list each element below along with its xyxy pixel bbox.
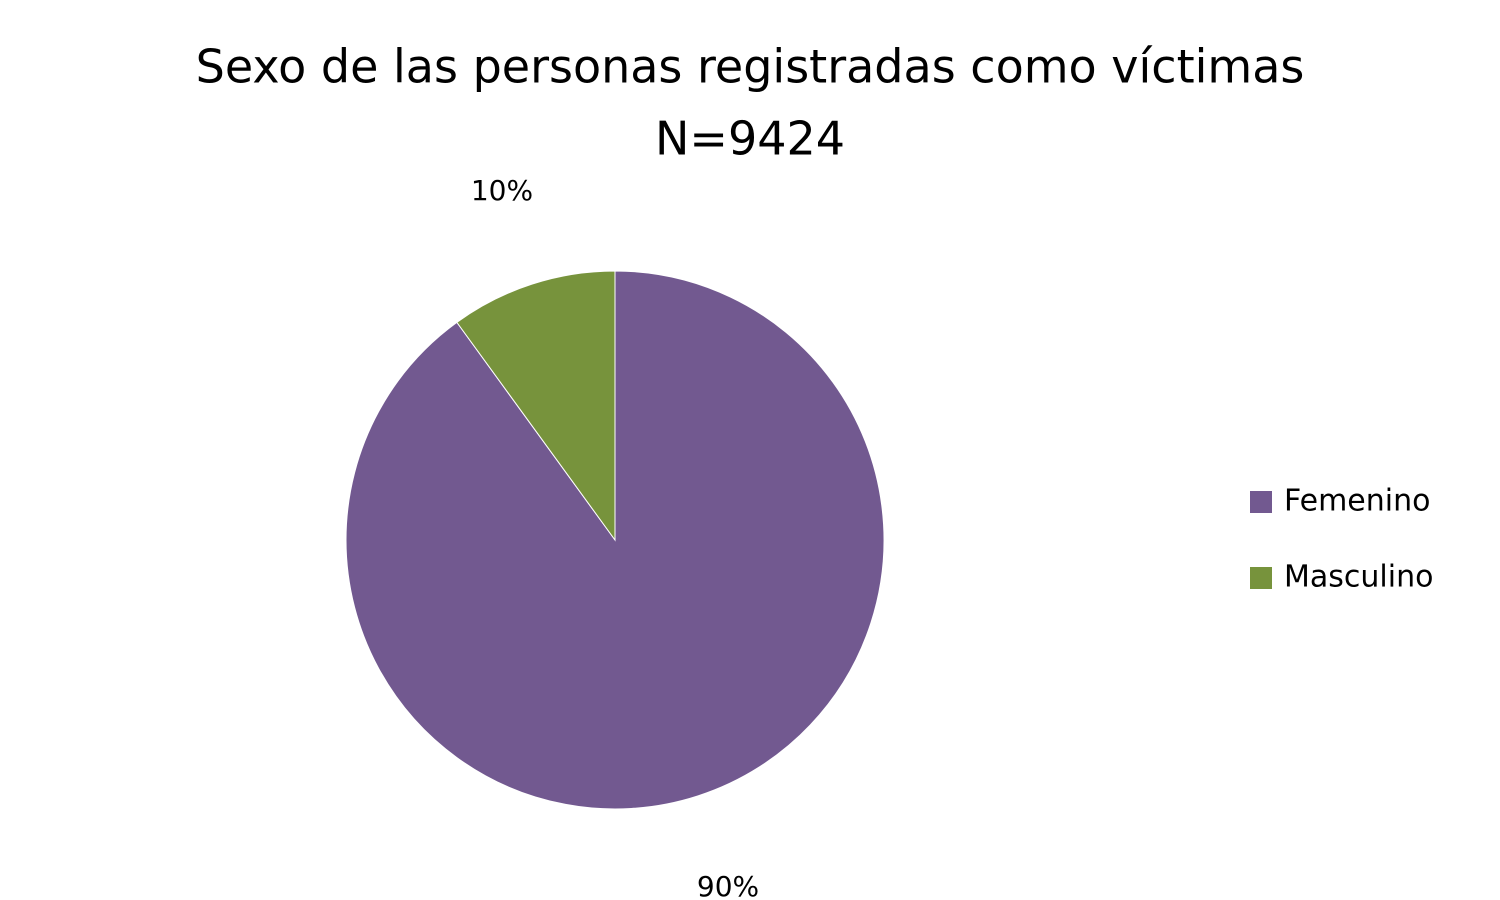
legend-swatch	[1250, 491, 1272, 513]
pie-slice	[456, 270, 616, 542]
data-label: 10%	[471, 174, 533, 207]
chart-title: Sexo de las personas registradas como ví…	[196, 40, 1305, 94]
data-label: 90%	[697, 870, 759, 900]
legend-label: Masculino	[1284, 560, 1433, 595]
chart-subtitle: N=9424	[655, 112, 845, 166]
legend-swatch	[1250, 567, 1272, 589]
legend-label: Femenino	[1284, 484, 1430, 519]
